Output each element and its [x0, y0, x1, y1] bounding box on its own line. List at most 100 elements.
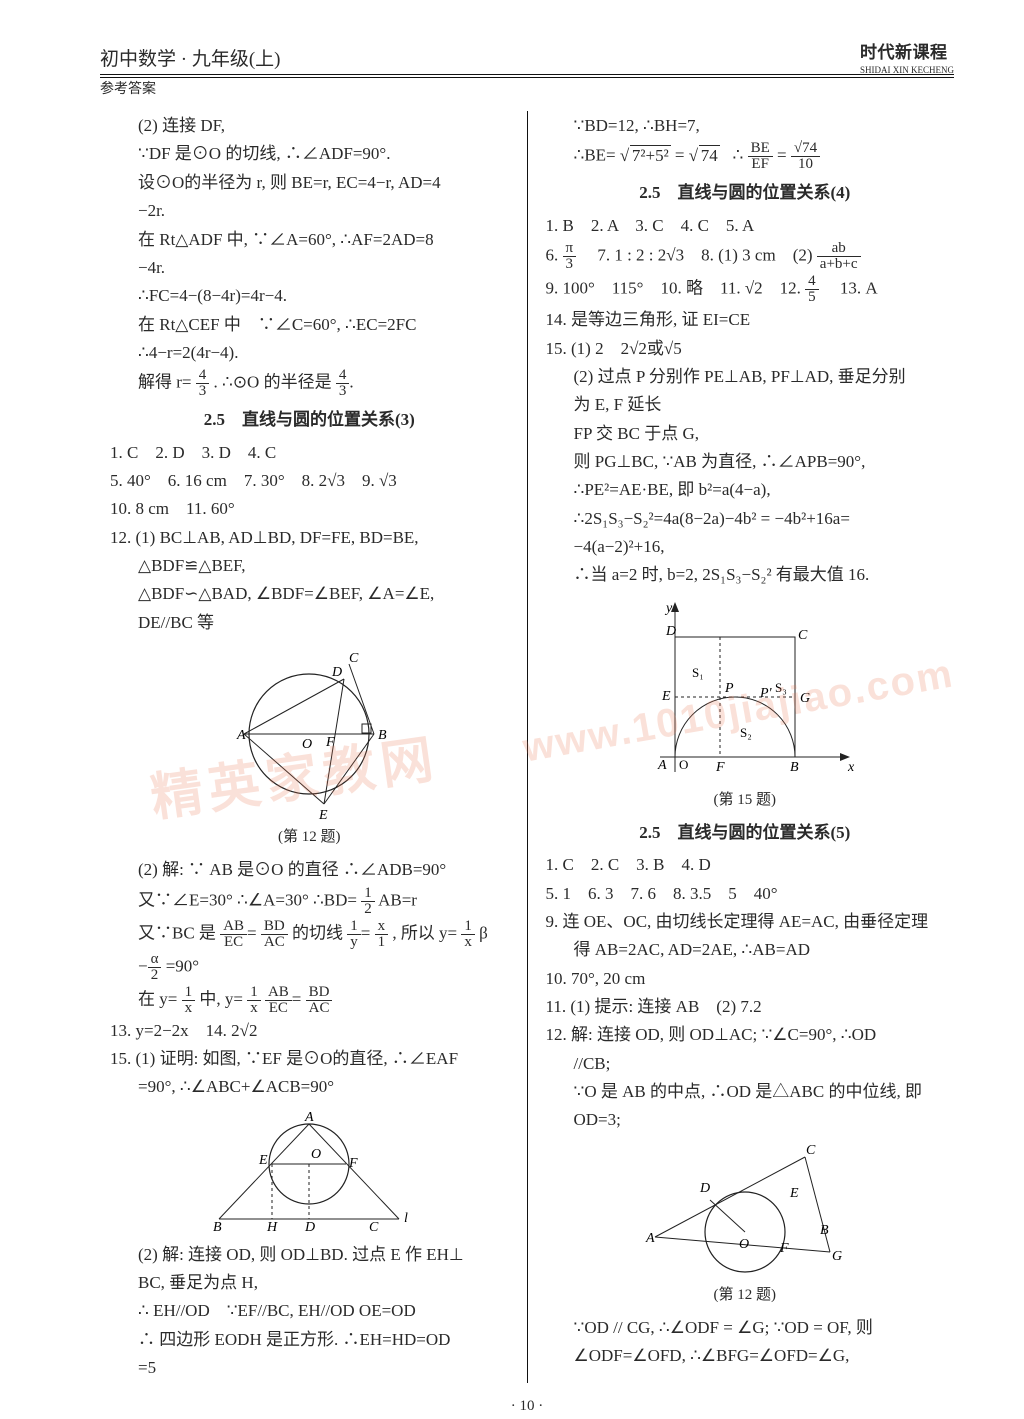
text: ∴BE= 7²+5² = 74 ∴ BEEF = √7410 — [546, 141, 945, 172]
text: 13. y=2−2x 14. 2√2 — [110, 1018, 509, 1044]
text: ∵O 是 AB 的中点, ∴OD 是△ABC 的中位线, 即 — [546, 1079, 945, 1105]
svg-text:O: O — [302, 737, 312, 752]
t: 解得 r= — [138, 373, 192, 392]
text: 1. C 2. C 3. B 4. D — [546, 852, 945, 878]
t: = — [777, 146, 787, 165]
svg-text:S₂: S₂ — [740, 725, 752, 740]
fraction: BEEF — [748, 141, 773, 172]
fraction: 43 — [336, 368, 350, 399]
text: 1. C 2. D 3. D 4. C — [110, 440, 509, 466]
text: ∴ 四边形 EODH 是正方形. ∴EH=HD=OD — [110, 1327, 509, 1353]
t: AB=r — [378, 890, 417, 909]
text: 在 Rt△CEF 中 ∵∠C=60°, ∴EC=2FC — [110, 312, 509, 338]
text: ∵OD // CG, ∴∠ODF = ∠G; ∵OD = OF, 则 — [546, 1315, 945, 1341]
svg-text:A: A — [304, 1110, 314, 1125]
svg-text:G: G — [800, 691, 810, 706]
svg-text:C: C — [369, 1220, 379, 1234]
svg-text:A: A — [645, 1231, 655, 1246]
fraction: BDAC — [306, 985, 333, 1016]
svg-text:D: D — [304, 1220, 315, 1234]
text: 15. (1) 证明: 如图, ∵EF 是⊙O的直径, ∴∠EAF — [110, 1046, 509, 1072]
svg-text:O: O — [311, 1147, 321, 1162]
svg-text:C: C — [806, 1143, 816, 1158]
fraction: x1 — [375, 919, 389, 950]
text: 9. 100° 115° 10. 略 11. √2 12. 45 13. A — [546, 274, 945, 305]
text: FP 交 BC 于点 G, — [546, 421, 945, 447]
fraction: ABEC — [220, 919, 247, 950]
t: 6. — [546, 246, 563, 265]
text: 9. 连 OE、OC, 由切线长定理得 AE=AC, 由垂径定理 — [546, 909, 945, 935]
text: 12. (1) BC⊥AB, AD⊥BD, DF=FE, BD=BE, — [110, 525, 509, 551]
fraction: √7410 — [791, 141, 820, 172]
text: ∴当 a=2 时, b=2, 2S₁S₃−S₂² 有最大值 16. — [546, 562, 945, 588]
svg-text:H: H — [266, 1220, 278, 1234]
svg-text:B: B — [790, 760, 799, 775]
text: △BDF≌△BEF, — [110, 553, 509, 579]
fraction: π3 — [563, 241, 577, 272]
svg-text:B: B — [820, 1223, 829, 1238]
text: //CB; — [546, 1051, 945, 1077]
text: 则 PG⊥BC, ∵AB 为直径, ∴∠APB=90°, — [546, 449, 945, 475]
page-header: 初中数学 · 九年级(上) 时代新课程 SHIDAI XIN KECHENG — [100, 40, 954, 75]
svg-text:D: D — [331, 665, 342, 680]
t: β — [479, 923, 488, 942]
page-number: · 10 · — [100, 1395, 954, 1418]
fraction: ABEC — [265, 985, 292, 1016]
text: −4(a−2)²+16, — [546, 534, 945, 560]
svg-text:O: O — [739, 1237, 749, 1252]
subheader: 参考答案 — [100, 77, 954, 101]
svg-text:F: F — [325, 735, 335, 750]
figure-12b: A B C D E F G O (第 12 题) — [546, 1142, 945, 1307]
brand-pinyin: SHIDAI XIN KECHENG — [860, 66, 954, 74]
text: =5 — [110, 1355, 509, 1381]
text: ∵DF 是⊙O 的切线, ∴∠ADF=90°. — [110, 141, 509, 167]
fraction: 1x — [182, 985, 196, 1016]
text: 为 E, F 延长 — [546, 392, 945, 418]
svg-text:y: y — [664, 601, 673, 616]
text: 又∵BC 是 ABEC= BDAC 的切线 1y= x1 , 所以 y= 1x … — [110, 919, 509, 950]
t: 又∵∠E=30° ∴∠A=30° ∴BD= — [138, 890, 357, 909]
t: ∴ — [733, 146, 744, 165]
text: △BDF∽△BAD, ∠BDF=∠BEF, ∠A=∠E, — [110, 581, 509, 607]
svg-text:P: P — [724, 681, 734, 696]
fraction: 1y — [347, 919, 361, 950]
t: 中, y= — [199, 989, 243, 1008]
t: 7. 1 : 2 : 2√3 8. (1) 3 cm (2) — [580, 246, 816, 265]
text: ∵BD=12, ∴BH=7, — [546, 113, 945, 139]
svg-text:S₃: S₃ — [775, 680, 787, 695]
fraction: 1x — [461, 919, 475, 950]
figure-caption: (第 15 题) — [546, 789, 945, 812]
text: BC, 垂足为点 H, — [110, 1270, 509, 1296]
svg-text:l: l — [404, 1211, 408, 1226]
svg-text:F: F — [715, 760, 725, 775]
triangle-circle-diagram: A B C D E F G O — [630, 1142, 860, 1282]
svg-text:C: C — [798, 628, 808, 643]
text: ∴4−r=2(4r−4). — [110, 340, 509, 366]
section-title: 2.5 直线与圆的位置关系(4) — [546, 180, 945, 206]
t: 13. A — [823, 279, 878, 298]
text: 在 y= 1x 中, y= 1x ABEC= BDAC — [110, 985, 509, 1016]
text: −4r. — [110, 255, 509, 281]
svg-text:C: C — [349, 651, 359, 666]
text: (2) 解: 连接 OD, 则 OD⊥BD. 过点 E 作 EH⊥ — [110, 1242, 509, 1268]
text: 6. π3 7. 1 : 2 : 2√3 8. (1) 3 cm (2) aba… — [546, 241, 945, 272]
content-columns: (2) 连接 DF, ∵DF 是⊙O 的切线, ∴∠ADF=90°. 设⊙O的半… — [100, 111, 954, 1383]
fraction: α2 — [148, 952, 162, 983]
text: 设⊙O的半径为 r, 则 BE=r, EC=4−r, AD=4 — [110, 170, 509, 196]
fraction: 43 — [196, 368, 210, 399]
figure-caption: (第 12 题) — [546, 1284, 945, 1307]
text: −α2 =90° — [110, 952, 509, 983]
text: (2) 过点 P 分别作 PE⊥AB, PF⊥AD, 垂足分别 — [546, 364, 945, 390]
circle-diagram: A B C D E F O — [214, 644, 404, 824]
text: 1. B 2. A 3. C 4. C 5. A — [546, 213, 945, 239]
text: ∴FC=4−(8−4r)=4r−4. — [110, 283, 509, 309]
fraction: 45 — [805, 274, 819, 305]
right-column: ∵BD=12, ∴BH=7, ∴BE= 7²+5² = 74 ∴ BEEF = … — [528, 111, 955, 1383]
svg-text:E: E — [258, 1153, 268, 1168]
t: = — [675, 146, 685, 165]
svg-text:B: B — [378, 728, 387, 743]
t: 的切线 — [292, 923, 343, 942]
text: 12. 解: 连接 OD, 则 OD⊥AC; ∵∠C=90°, ∴OD — [546, 1022, 945, 1048]
svg-text:E: E — [789, 1186, 799, 1201]
svg-text:A: A — [236, 728, 246, 743]
